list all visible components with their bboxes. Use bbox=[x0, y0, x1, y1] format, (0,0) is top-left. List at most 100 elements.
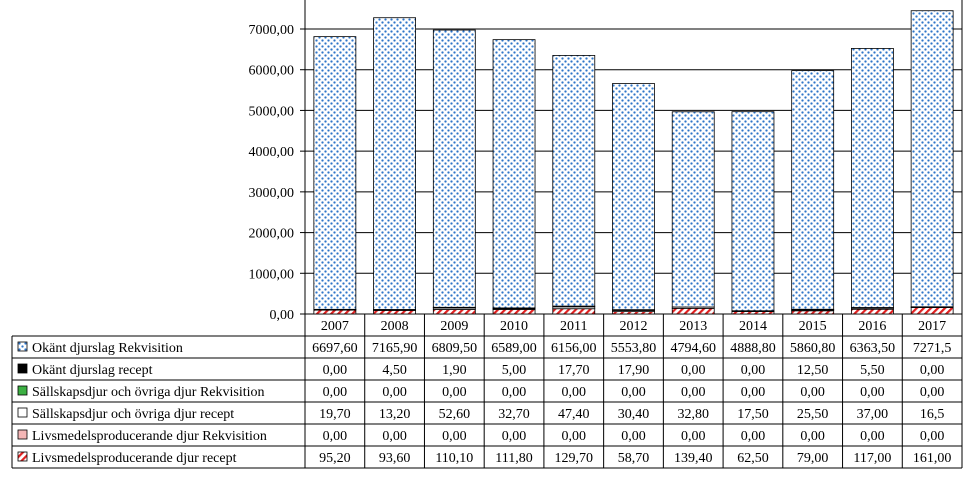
data-label: 5860,80 bbox=[790, 341, 836, 356]
x-category-label: 2015 bbox=[799, 319, 827, 334]
legend-key bbox=[17, 341, 28, 352]
data-label: 4,50 bbox=[382, 363, 407, 378]
data-label: 0,00 bbox=[621, 429, 646, 444]
legend-label: Okänt djurslag Rekvisition bbox=[32, 341, 183, 356]
y-tick-label: 1000,00 bbox=[249, 267, 295, 282]
data-label: 0,00 bbox=[442, 385, 467, 400]
data-label: 47,40 bbox=[558, 407, 590, 422]
data-label: 5,50 bbox=[860, 363, 885, 378]
x-category-label: 2009 bbox=[440, 319, 468, 334]
legend-key bbox=[17, 363, 28, 374]
x-category-label: 2016 bbox=[858, 319, 886, 334]
data-label: 0,00 bbox=[562, 385, 587, 400]
x-category-label: 2007 bbox=[321, 319, 349, 334]
y-tick-label: 6000,00 bbox=[249, 64, 295, 79]
legend-label: Livsmedelsproducerande djur recept bbox=[32, 451, 237, 466]
legend-label: Okänt djurslag recept bbox=[32, 363, 153, 378]
data-label: 0,00 bbox=[741, 385, 766, 400]
data-label: 0,00 bbox=[681, 363, 706, 378]
data-label: 17,50 bbox=[737, 407, 769, 422]
y-tick-label: 4000,00 bbox=[249, 145, 295, 160]
data-label: 0,00 bbox=[741, 429, 766, 444]
bar-segment bbox=[432, 309, 476, 315]
legend-label: Livsmedelsproducerande djur Rekvisition bbox=[32, 429, 267, 444]
data-label: 0,00 bbox=[860, 429, 885, 444]
bar-segment bbox=[492, 39, 536, 309]
data-label: 161,00 bbox=[913, 451, 952, 466]
data-label: 30,40 bbox=[618, 407, 650, 422]
y-tick-label: 3000,00 bbox=[249, 186, 295, 201]
bar-segment bbox=[791, 70, 835, 310]
bar-segment bbox=[791, 310, 835, 315]
legend-key bbox=[17, 407, 28, 418]
data-label: 117,00 bbox=[853, 451, 891, 466]
data-label: 0,00 bbox=[920, 363, 945, 378]
x-category-label: 2010 bbox=[500, 319, 528, 334]
data-label: 0,00 bbox=[681, 385, 706, 400]
bar-segment bbox=[313, 309, 357, 315]
legend-key bbox=[17, 385, 28, 396]
data-label: 93,60 bbox=[379, 451, 411, 466]
data-label: 1,90 bbox=[442, 363, 467, 378]
data-label: 0,00 bbox=[920, 385, 945, 400]
y-tick-label: 2000,00 bbox=[249, 227, 295, 242]
y-tick-label: 5000,00 bbox=[249, 104, 295, 119]
x-category-label: 2013 bbox=[679, 319, 707, 334]
legend-label: Sällskapsdjur och övriga djur recept bbox=[32, 407, 234, 422]
bar-segment bbox=[671, 307, 715, 315]
data-label: 129,70 bbox=[555, 451, 594, 466]
data-label: 79,00 bbox=[797, 451, 829, 466]
bar-segment bbox=[552, 308, 596, 315]
bar-segment bbox=[313, 36, 357, 310]
data-label: 0,00 bbox=[920, 429, 945, 444]
data-label: 95,20 bbox=[319, 451, 351, 466]
data-label: 4888,80 bbox=[730, 341, 776, 356]
data-label: 0,00 bbox=[502, 429, 527, 444]
data-label: 110,10 bbox=[435, 451, 473, 466]
data-label: 6697,60 bbox=[312, 341, 358, 356]
data-label: 0,00 bbox=[323, 363, 348, 378]
data-label: 0,00 bbox=[741, 363, 766, 378]
data-label: 58,70 bbox=[618, 451, 650, 466]
bar-segment bbox=[910, 307, 954, 315]
data-label: 32,80 bbox=[677, 407, 709, 422]
data-label: 0,00 bbox=[323, 385, 348, 400]
data-label: 6363,50 bbox=[850, 341, 896, 356]
bar-segment bbox=[492, 309, 536, 315]
data-label: 37,00 bbox=[857, 407, 889, 422]
bar-segment bbox=[851, 48, 894, 308]
data-label: 7271,5 bbox=[913, 341, 952, 356]
data-label: 13,20 bbox=[379, 407, 411, 422]
data-label: 6589,00 bbox=[491, 341, 537, 356]
data-label: 0,00 bbox=[860, 385, 885, 400]
plot-area: 0,00 1000,00 2000,00 3000,00 4000,00 5000,00 6… bbox=[249, 0, 963, 323]
data-label: 0,00 bbox=[382, 385, 407, 400]
data-label: 17,90 bbox=[618, 363, 650, 378]
data-label: 5553,80 bbox=[611, 341, 657, 356]
x-category-label: 2017 bbox=[918, 319, 946, 334]
data-label: 0,00 bbox=[621, 385, 646, 400]
data-label: 16,5 bbox=[920, 407, 945, 422]
bar-segment bbox=[910, 10, 954, 308]
data-label: 19,70 bbox=[319, 407, 351, 422]
data-label: 25,50 bbox=[797, 407, 829, 422]
y-tick-label: 7000,00 bbox=[249, 23, 295, 38]
bar-segment bbox=[612, 83, 655, 311]
x-category-label: 2011 bbox=[560, 319, 587, 334]
x-category-label: 2012 bbox=[620, 319, 648, 334]
legend-key bbox=[17, 451, 28, 462]
legend-key bbox=[17, 429, 28, 440]
data-label: 0,00 bbox=[323, 429, 348, 444]
data-label: 0,00 bbox=[442, 429, 467, 444]
data-label: 17,70 bbox=[558, 363, 590, 378]
data-label: 32,70 bbox=[498, 407, 530, 422]
data-label: 111,80 bbox=[495, 451, 532, 466]
data-label: 0,00 bbox=[800, 429, 825, 444]
y-tick-label: 0,00 bbox=[270, 308, 295, 323]
data-label: 0,00 bbox=[562, 429, 587, 444]
data-label: 6156,00 bbox=[551, 341, 597, 356]
bar-segment bbox=[373, 17, 416, 310]
data-label: 139,40 bbox=[674, 451, 713, 466]
data-label: 6809,50 bbox=[432, 341, 478, 356]
